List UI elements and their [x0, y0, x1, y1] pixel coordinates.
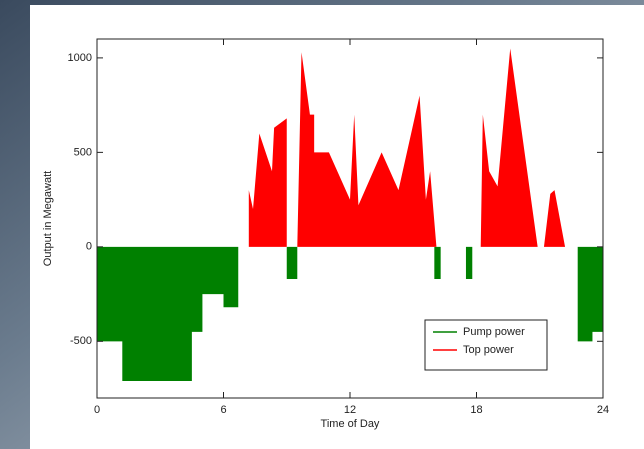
y-tick-label: -500 — [70, 335, 92, 347]
y-axis-label: Output in Megawatt — [42, 171, 54, 266]
x-tick-label: 12 — [344, 404, 356, 416]
x-tick-label: 0 — [94, 404, 100, 416]
legend-label: Top power — [463, 344, 514, 356]
x-tick-label: 18 — [470, 404, 482, 416]
area — [97, 246, 603, 381]
y-tick-label: 1000 — [68, 52, 92, 64]
x-tick-label: 6 — [220, 404, 226, 416]
y-tick-label: 500 — [74, 146, 92, 158]
plot: 0 6 12 18 24 -500 0 500 1000 Time of Day Output in… — [42, 38, 609, 430]
legend-label: Pump power — [463, 326, 525, 338]
y-tick-label: 0 — [86, 241, 92, 253]
x-tick-label: 24 — [597, 404, 609, 416]
x-axis-label: Time of Day — [321, 418, 380, 430]
area — [248, 48, 566, 247]
legend-box — [424, 319, 548, 371]
